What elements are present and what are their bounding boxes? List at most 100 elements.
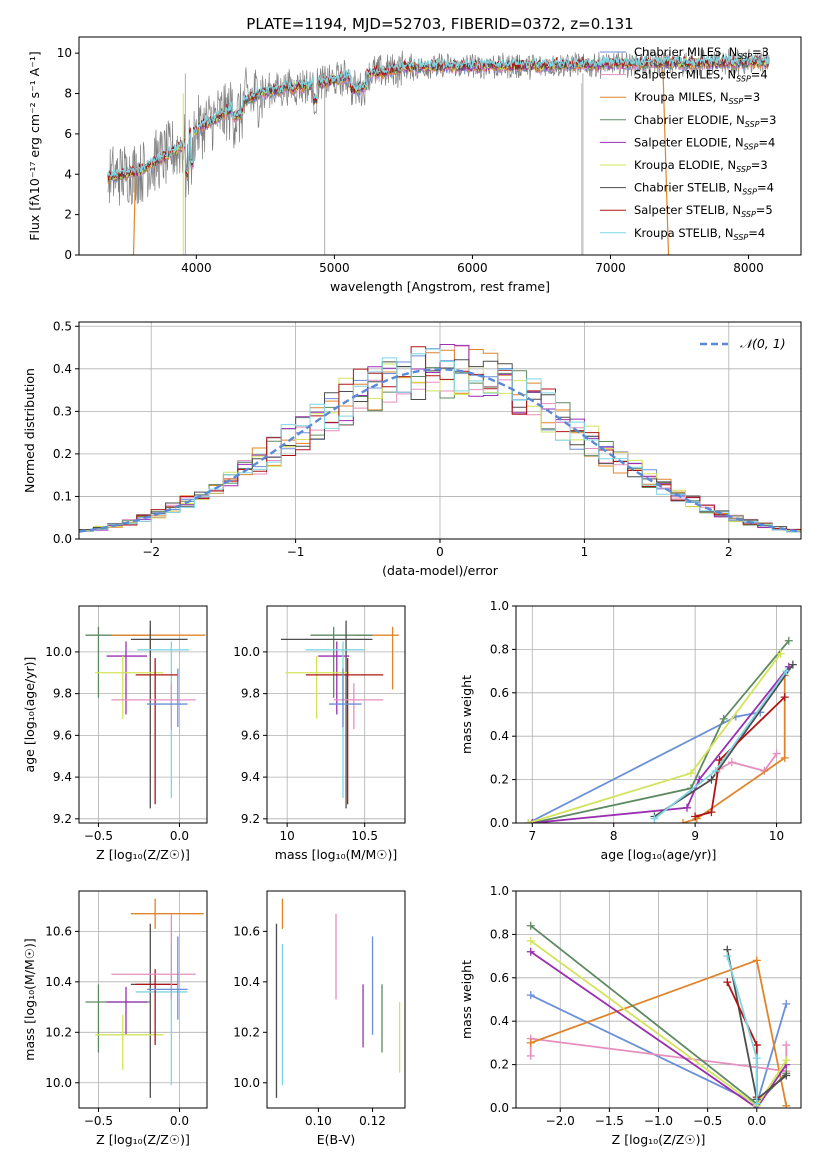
x-tick-label: 0.0 xyxy=(747,1114,766,1128)
plot-area-age_vs_mass xyxy=(280,620,399,809)
x-tick-label: 4000 xyxy=(181,261,212,275)
mass-weight-marker xyxy=(526,991,535,1000)
mass-weight-marker xyxy=(772,749,781,758)
model-cutoff-line xyxy=(662,69,672,255)
mass-weight-marker xyxy=(782,1071,791,1080)
x-axis-label: mass [log₁₀(M/M☉)] xyxy=(275,847,397,862)
mass-weight-marker xyxy=(683,803,691,812)
x-axis-label: (data-model)/error xyxy=(382,563,499,578)
errorbar-point xyxy=(111,913,196,1000)
mass-weight-marker xyxy=(752,1099,761,1108)
y-tick-label: 0.6 xyxy=(490,686,509,700)
chart-spectrum: Chabrier MILES, NSSP=3 Salpeter MILES, NS… xyxy=(27,36,802,294)
legend-entry: Chabrier STELIB, NSSP=4 xyxy=(634,181,774,197)
y-tick-label: 0 xyxy=(64,248,72,262)
mass-weight-marker xyxy=(782,1041,791,1050)
y-tick-label: 10.4 xyxy=(233,975,260,989)
mass-weight-marker xyxy=(723,952,732,961)
x-tick-label: 0.10 xyxy=(305,1114,332,1128)
errorbar-point xyxy=(305,658,384,805)
x-tick-label: 2 xyxy=(725,545,733,559)
mass-weight-line xyxy=(527,711,761,823)
chart-age_vs_Z: −0.5 0.0 9.2 9.4 9.6 9.8 10.0 Z [log₁₀(Z/Z☉)] ag… xyxy=(22,605,208,862)
mass-weight-line xyxy=(532,666,790,823)
y-tick-label: 10.0 xyxy=(45,1076,72,1090)
mass-weight-line xyxy=(682,675,786,823)
y-tick-label: 0.1 xyxy=(53,489,72,503)
mass-weight-line xyxy=(726,955,758,1104)
errorbar-point xyxy=(111,683,196,730)
mass-weight-marker xyxy=(780,693,789,702)
x-tick-label: 0.0 xyxy=(170,829,189,843)
errorbar-point xyxy=(355,626,399,690)
y-tick-label: 0.0 xyxy=(490,1101,509,1115)
legend-entry: Salpeter STELIB, NSSP=5 xyxy=(634,203,773,219)
y-tick-label: 9.4 xyxy=(241,770,260,784)
x-axis-label: Z [log₁₀(Z/Z☉)] xyxy=(612,1132,706,1147)
mass-weight-marker xyxy=(711,766,720,775)
y-tick-label: 0.8 xyxy=(490,642,509,656)
x-tick-label: −2 xyxy=(142,545,160,559)
chart-age_vs_mass: 10 10.5 9.2 9.4 9.6 9.8 10.0 mass [log₁₀(M/M☉)] xyxy=(233,605,406,862)
mass-weight-line xyxy=(694,696,786,818)
axes-frame xyxy=(78,36,802,256)
y-tick-label: 6 xyxy=(64,127,72,141)
x-tick-label: 8 xyxy=(610,829,618,843)
y-tick-label: 9.8 xyxy=(241,687,260,701)
x-tick-label: −1.5 xyxy=(595,1114,624,1128)
y-axis-label: mass weight xyxy=(459,675,474,754)
mass-weight-marker xyxy=(782,999,791,1008)
mass-weight-marker xyxy=(526,936,535,945)
legend-entry: Salpeter ELODIE, NSSP=4 xyxy=(634,135,775,151)
mass-weight-marker xyxy=(752,1054,761,1063)
x-tick-label: 9 xyxy=(691,829,699,843)
y-tick-label: 2 xyxy=(64,208,72,222)
errorbar-point xyxy=(147,936,188,1020)
y-tick-label: 0.3 xyxy=(53,404,72,418)
mass-weight-marker xyxy=(524,819,533,823)
y-tick-label: 1.0 xyxy=(490,599,509,613)
errorbar-point xyxy=(329,668,362,728)
x-tick-label: 0.12 xyxy=(359,1114,386,1128)
plot-area-spectrum xyxy=(107,48,770,255)
normal-reference-curve xyxy=(79,368,801,533)
y-tick-label: 4 xyxy=(64,167,72,181)
mass-weight-marker xyxy=(526,947,535,956)
x-tick-label: 10.5 xyxy=(351,829,378,843)
errorbar-point xyxy=(85,984,151,1053)
legend-entry: Salpeter MILES, NSSP=4 xyxy=(634,68,768,84)
mass-weight-marker xyxy=(782,1056,791,1065)
y-tick-label: 9.6 xyxy=(241,728,260,742)
errorbar-point xyxy=(106,641,148,715)
x-tick-label: −0.5 xyxy=(84,1114,113,1128)
y-tick-label: 0.2 xyxy=(490,773,509,787)
y-tick-label: 10.2 xyxy=(45,1025,72,1039)
errorbar-point xyxy=(130,923,172,1098)
histogram-step xyxy=(79,348,801,534)
y-tick-label: 0.2 xyxy=(490,1058,509,1072)
x-axis-label: wavelength [Angstrom, rest frame] xyxy=(330,279,550,294)
y-axis-label: mass weight xyxy=(459,960,474,1039)
mass-weight-marker xyxy=(752,1041,761,1050)
mass-weight-marker xyxy=(727,758,736,767)
y-tick-label: 9.8 xyxy=(53,687,72,701)
mass-weight-line xyxy=(532,640,790,823)
y-tick-label: 10 xyxy=(57,46,72,60)
mass-weight-line xyxy=(719,753,778,772)
mass-weight-marker xyxy=(782,667,791,676)
axes-frame xyxy=(266,890,406,1109)
y-axis-label: age [log₁₀(age/yr)] xyxy=(22,657,37,773)
x-tick-label: 1 xyxy=(581,545,589,559)
mass-weight-marker xyxy=(687,769,696,778)
y-tick-label: 10.4 xyxy=(45,975,72,989)
mass-weight-marker xyxy=(526,1038,535,1047)
errorbar-point xyxy=(95,656,164,719)
mass-weight-marker xyxy=(707,808,716,817)
x-tick-label: 10 xyxy=(280,829,295,843)
y-tick-label: 8 xyxy=(64,87,72,101)
model-cutoff-line xyxy=(130,168,137,255)
y-tick-label: 0.0 xyxy=(53,532,72,546)
y-tick-label: 1.0 xyxy=(490,884,509,898)
y-tick-label: 9.2 xyxy=(241,812,260,826)
mass-weight-line xyxy=(653,670,788,820)
